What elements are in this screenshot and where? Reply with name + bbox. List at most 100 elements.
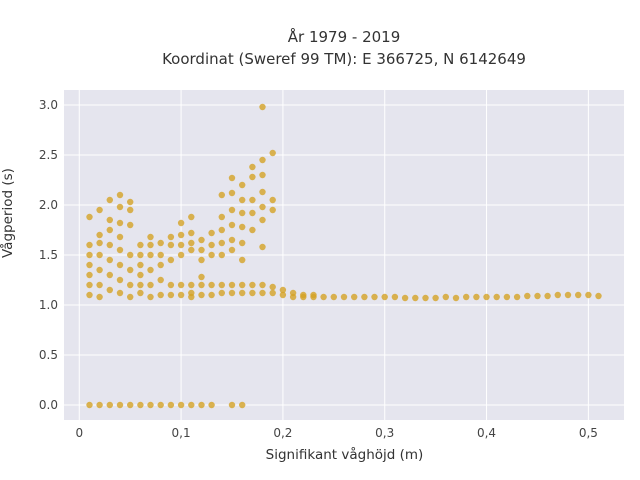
- data-point: [188, 239, 195, 247]
- y-tick-label: 1.0: [39, 298, 58, 312]
- data-point: [269, 196, 276, 204]
- data-point: [422, 294, 429, 302]
- data-point: [218, 281, 225, 289]
- data-point: [228, 174, 236, 182]
- data-point: [310, 293, 317, 301]
- data-point: [218, 226, 225, 234]
- data-point: [127, 221, 134, 229]
- data-point: [320, 293, 327, 301]
- chart-title: År 1979 - 2019: [287, 28, 401, 46]
- data-point: [147, 266, 154, 274]
- data-point: [371, 293, 378, 301]
- data-point: [167, 281, 175, 289]
- data-point: [127, 266, 134, 274]
- data-point: [249, 226, 256, 234]
- x-tick-label: 0,5: [579, 426, 598, 440]
- data-point: [534, 292, 541, 300]
- data-point: [177, 281, 185, 289]
- data-point: [188, 281, 195, 289]
- data-point: [137, 251, 144, 259]
- data-point: [432, 294, 439, 302]
- data-point: [259, 156, 266, 164]
- x-ticks: 0 0,1 0,2 0,3 0,4 0,5: [75, 426, 597, 440]
- data-point: [239, 239, 246, 247]
- data-point: [228, 289, 236, 297]
- data-point: [442, 293, 449, 301]
- data-point: [116, 261, 124, 269]
- data-point: [524, 292, 531, 300]
- data-point: [340, 293, 348, 301]
- data-point: [228, 189, 236, 197]
- data-point: [106, 226, 114, 234]
- data-point: [86, 241, 93, 249]
- data-point: [96, 293, 103, 301]
- grid: [64, 90, 624, 420]
- data-point: [269, 283, 276, 291]
- y-axis-label: Vågperiod (s): [0, 168, 16, 258]
- data-point: [208, 229, 215, 237]
- data-point: [137, 281, 144, 289]
- y-ticks: 0.0 0.5 1.0 1.5 2.0 2.5 3.0: [39, 98, 58, 412]
- data-point: [198, 291, 205, 299]
- data-point: [167, 256, 175, 264]
- data-point: [147, 233, 154, 241]
- data-point: [96, 251, 103, 259]
- data-point: [239, 196, 246, 204]
- data-point: [259, 103, 266, 111]
- data-point: [86, 291, 93, 299]
- data-point: [473, 293, 480, 301]
- data-point: [259, 243, 266, 251]
- x-tick-label: 0: [75, 426, 83, 440]
- data-point: [188, 246, 195, 254]
- y-tick-label: 3.0: [39, 98, 58, 112]
- data-point: [157, 401, 164, 409]
- y-tick-label: 2.0: [39, 198, 58, 212]
- y-tick-label: 0.5: [39, 348, 58, 362]
- data-point: [116, 191, 124, 199]
- data-point: [86, 281, 93, 289]
- data-point: [218, 289, 225, 297]
- data-point: [259, 171, 266, 179]
- data-point: [198, 281, 205, 289]
- data-point: [106, 401, 114, 409]
- data-points: [86, 103, 602, 409]
- data-point: [106, 216, 114, 224]
- data-point: [575, 291, 582, 299]
- data-point: [279, 291, 287, 299]
- data-point: [391, 293, 399, 301]
- data-point: [137, 241, 144, 249]
- data-point: [259, 188, 266, 196]
- data-point: [279, 286, 287, 294]
- data-point: [86, 213, 93, 221]
- data-point: [259, 216, 266, 224]
- data-point: [157, 261, 164, 269]
- data-point: [116, 401, 124, 409]
- data-point: [116, 246, 124, 254]
- data-point: [198, 246, 205, 254]
- data-point: [157, 276, 164, 284]
- data-point: [188, 401, 195, 409]
- data-point: [239, 223, 246, 231]
- data-point: [249, 209, 256, 217]
- data-point: [218, 191, 225, 199]
- data-point: [228, 221, 236, 229]
- y-tick-label: 2.5: [39, 148, 58, 162]
- data-point: [137, 271, 144, 279]
- data-point: [259, 281, 266, 289]
- data-point: [167, 241, 175, 249]
- data-point: [218, 213, 225, 221]
- data-point: [167, 233, 175, 241]
- data-point: [483, 293, 490, 301]
- data-point: [137, 289, 144, 297]
- data-point: [127, 198, 134, 206]
- data-point: [188, 229, 195, 237]
- data-point: [116, 276, 124, 284]
- data-point: [269, 289, 276, 297]
- data-point: [167, 401, 175, 409]
- data-point: [228, 401, 236, 409]
- chart-subtitle: Koordinat (Sweref 99 TM): E 366725, N 61…: [162, 50, 526, 68]
- data-point: [544, 292, 551, 300]
- data-point: [208, 241, 215, 249]
- data-point: [127, 401, 134, 409]
